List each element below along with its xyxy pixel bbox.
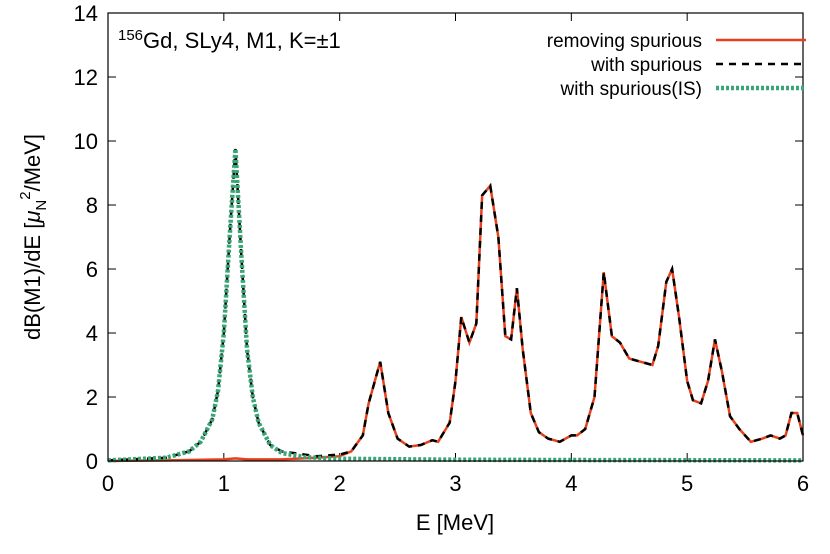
y-label-mu: μ [20, 211, 45, 224]
legend-label: with spurious(IS) [560, 79, 703, 100]
y-tick-label: 6 [86, 257, 98, 282]
y-tick-label: 14 [74, 1, 98, 26]
x-tick-label: 6 [797, 471, 809, 496]
y-tick-label: 2 [86, 385, 98, 410]
y-tick-label: 4 [86, 321, 98, 346]
y-tick-label: 8 [86, 193, 98, 218]
y-axis-label: dB(M1)/dE [μN2/MeV] [17, 134, 50, 340]
annotation-superscript: 156 [118, 27, 143, 44]
x-tick-label: 5 [681, 471, 693, 496]
annotation-text: Gd, SLy4, M1, K=±1 [143, 28, 341, 53]
annotation: 156Gd, SLy4, M1, K=±1 [118, 27, 341, 53]
y-label-main: dB(M1)/dE [ [20, 223, 45, 340]
y-label-sub: N [33, 200, 50, 211]
series-line [107, 148, 805, 462]
x-tick-label: 2 [334, 471, 346, 496]
y-label-tail: /MeV] [20, 134, 45, 191]
x-tick-label: 0 [102, 471, 114, 496]
y-tick-label: 10 [74, 129, 98, 154]
y-tick-label: 12 [74, 65, 98, 90]
legend-label: with spurious [590, 55, 702, 76]
legend-label: removing spurious [547, 31, 702, 52]
x-axis-label: E [MeV] [416, 510, 494, 535]
x-tick-label: 4 [565, 471, 577, 496]
plot-frame [107, 12, 804, 462]
y-tick-label: 0 [86, 449, 98, 474]
series-line [107, 148, 804, 463]
x-tick-label: 1 [218, 471, 230, 496]
y-label-sup: 2 [17, 191, 34, 199]
x-tick-label: 3 [449, 471, 461, 496]
